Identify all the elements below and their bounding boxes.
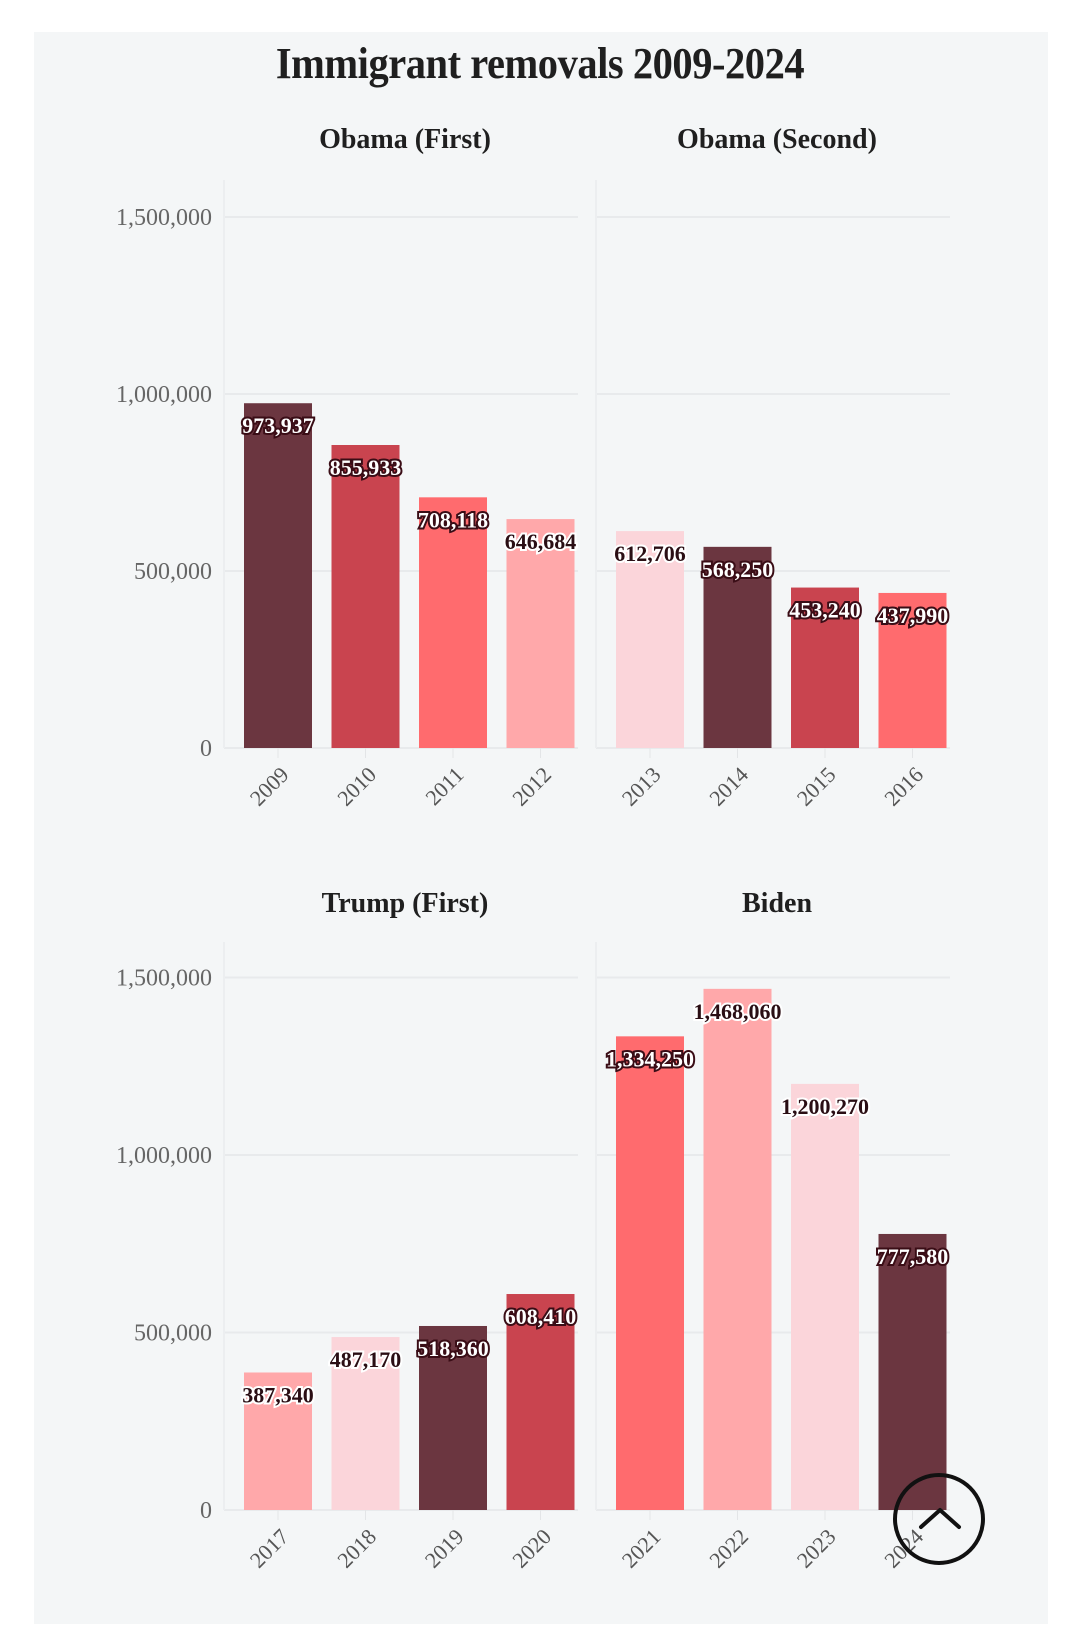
bar [616, 531, 684, 748]
bar [703, 546, 772, 748]
data-label: 1,468,060 [694, 999, 782, 1024]
data-label: 487,170 [330, 1347, 402, 1372]
x-tick-label: 2019 [420, 1524, 469, 1573]
x-tick-label: 2016 [879, 762, 928, 811]
panel-title: Biden [742, 888, 812, 919]
x-tick-label: 2012 [507, 762, 556, 811]
y-tick-label: 1,500,000 [116, 205, 212, 231]
x-tick-label: 2014 [704, 762, 753, 811]
y-tick-label: 1,000,000 [116, 382, 212, 408]
x-tick-label: 2013 [617, 762, 666, 811]
data-label: 1,334,250 [606, 1046, 694, 1071]
y-tick-label: 500,000 [134, 559, 212, 585]
data-label: 1,200,270 [781, 1094, 869, 1119]
data-label: 855,933 [330, 455, 402, 480]
data-label: 708,118 [418, 507, 488, 532]
panel-title: Obama (Second) [677, 124, 877, 155]
bar [506, 519, 575, 748]
x-tick-label: 2011 [420, 762, 468, 810]
panel-title: Trump (First) [322, 888, 489, 919]
bar [331, 1337, 400, 1510]
x-tick-label: 2023 [792, 1524, 841, 1573]
data-label: 777,580 [877, 1244, 949, 1269]
bar [878, 1233, 947, 1510]
data-label: 973,937 [242, 413, 314, 438]
data-label: 387,340 [242, 1382, 314, 1407]
scroll-to-top-button[interactable] [893, 1473, 985, 1565]
x-tick-label: 2010 [332, 762, 381, 811]
chevron-up-icon [919, 1508, 961, 1529]
data-label: 646,684 [505, 529, 577, 554]
data-label: 568,250 [702, 557, 774, 582]
x-tick-label: 2017 [245, 1524, 294, 1573]
bar [616, 1036, 684, 1510]
bar [244, 403, 312, 748]
data-label: 612,706 [614, 541, 686, 566]
bar [331, 444, 400, 748]
bar [244, 1372, 312, 1510]
data-label: 518,360 [417, 1336, 489, 1361]
y-tick-label: 1,000,000 [116, 1143, 212, 1169]
y-tick-label: 1,500,000 [116, 966, 212, 992]
data-label: 608,410 [505, 1304, 577, 1329]
x-tick-label: 2018 [332, 1524, 381, 1573]
x-tick-label: 2015 [792, 762, 841, 811]
x-tick-label: 2021 [617, 1524, 666, 1573]
chart-title: Immigrant removals 2009-2024 [275, 39, 805, 88]
y-tick-label: 0 [200, 736, 212, 762]
x-tick-label: 2020 [507, 1524, 556, 1573]
y-tick-label: 0 [200, 1498, 212, 1524]
x-tick-label: 2009 [245, 762, 294, 811]
bar [419, 1325, 487, 1510]
bar [703, 988, 772, 1510]
bar [878, 592, 947, 748]
data-label: 453,240 [789, 598, 861, 623]
bar [419, 497, 487, 748]
bar [791, 1083, 859, 1510]
bar [506, 1294, 575, 1510]
panel-title: Obama (First) [319, 124, 491, 155]
bar [791, 587, 859, 748]
data-label: 437,990 [877, 603, 949, 628]
x-tick-label: 2022 [704, 1524, 753, 1573]
y-tick-label: 500,000 [134, 1321, 212, 1347]
